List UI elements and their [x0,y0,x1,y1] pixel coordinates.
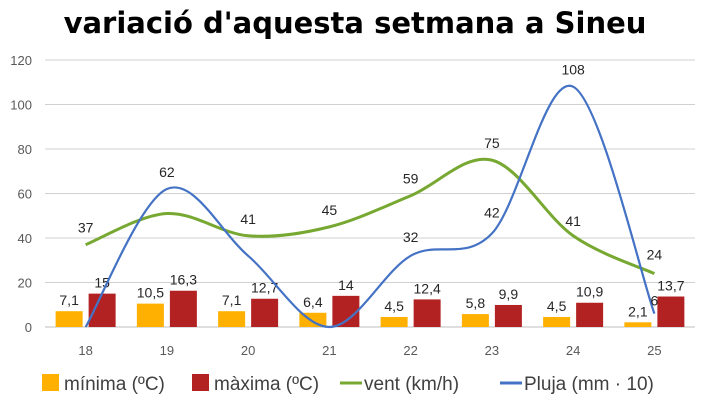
line-vent [85,157,656,275]
y-tick-label: 60 [18,187,32,202]
x-tick-label: 25 [647,343,661,358]
data-label: 41 [240,211,256,227]
data-label: 42 [484,205,500,221]
y-tick-label: 20 [18,276,32,291]
data-label: 59 [403,171,419,187]
data-label: 10,5 [137,285,164,301]
x-tick-label: 22 [403,343,417,358]
legend-label: mínima (ºC) [64,374,165,395]
bar-maxima [88,293,116,327]
bar-maxima [413,299,441,327]
data-label: 37 [78,220,94,236]
bar-maxima [251,298,279,327]
data-label: 41 [565,213,581,229]
bar-minima [624,322,652,327]
y-tick-label: 120 [10,53,32,68]
bar-minima [55,311,83,327]
data-label: 12,7 [251,280,278,296]
data-label: 13,7 [657,278,684,294]
legend-label: màxima (ºC) [214,374,319,395]
y-tick-label: 40 [18,231,32,246]
data-label: 7,1 [222,292,242,308]
data-label: 5,8 [466,295,486,311]
data-label: 108 [561,62,585,78]
data-label: 6 [650,293,658,309]
bar-minima [380,316,408,327]
bar-maxima [332,295,360,327]
bar-maxima [657,296,685,327]
data-label: 62 [159,164,175,180]
x-tick-label: 23 [485,343,499,358]
data-label: 9,9 [499,286,519,302]
x-tick-label: 24 [566,343,580,358]
data-label: 10,9 [576,284,603,300]
legend-label: vent (km/h) [364,374,459,395]
data-label: 6,4 [303,294,323,310]
data-label: 7,1 [59,292,79,308]
bar-maxima [576,302,604,327]
y-tick-label: 0 [25,320,32,335]
data-label: 75 [484,135,500,151]
data-label: 32 [403,229,419,245]
x-tick-label: 21 [322,343,336,358]
chart-title: variació d'aquesta setmana a Sineu [63,6,647,40]
bar-minima [218,311,246,327]
data-label: 45 [322,202,338,218]
bar-minima [136,303,164,327]
bar-maxima [494,304,522,327]
y-tick-label: 80 [18,142,32,157]
legend-label: Pluja (mm · 10) [524,374,654,395]
x-tick-label: 19 [160,343,174,358]
bar-minima [543,316,571,327]
data-label: 4,5 [547,298,567,314]
data-label: 16,3 [170,272,197,288]
line-pluja [84,84,656,329]
data-label: 4,5 [384,298,404,314]
y-tick-label: 100 [10,98,32,113]
legend-swatch [42,374,59,391]
x-tick-label: 20 [241,343,255,358]
data-label: 12,4 [414,280,441,296]
data-label: 24 [647,247,663,263]
bar-minima [461,314,489,327]
x-tick-label: 18 [78,343,92,358]
data-label: 14 [338,277,354,293]
data-label: 2,1 [628,303,648,319]
bar-maxima [169,290,197,327]
legend-swatch [192,374,209,391]
